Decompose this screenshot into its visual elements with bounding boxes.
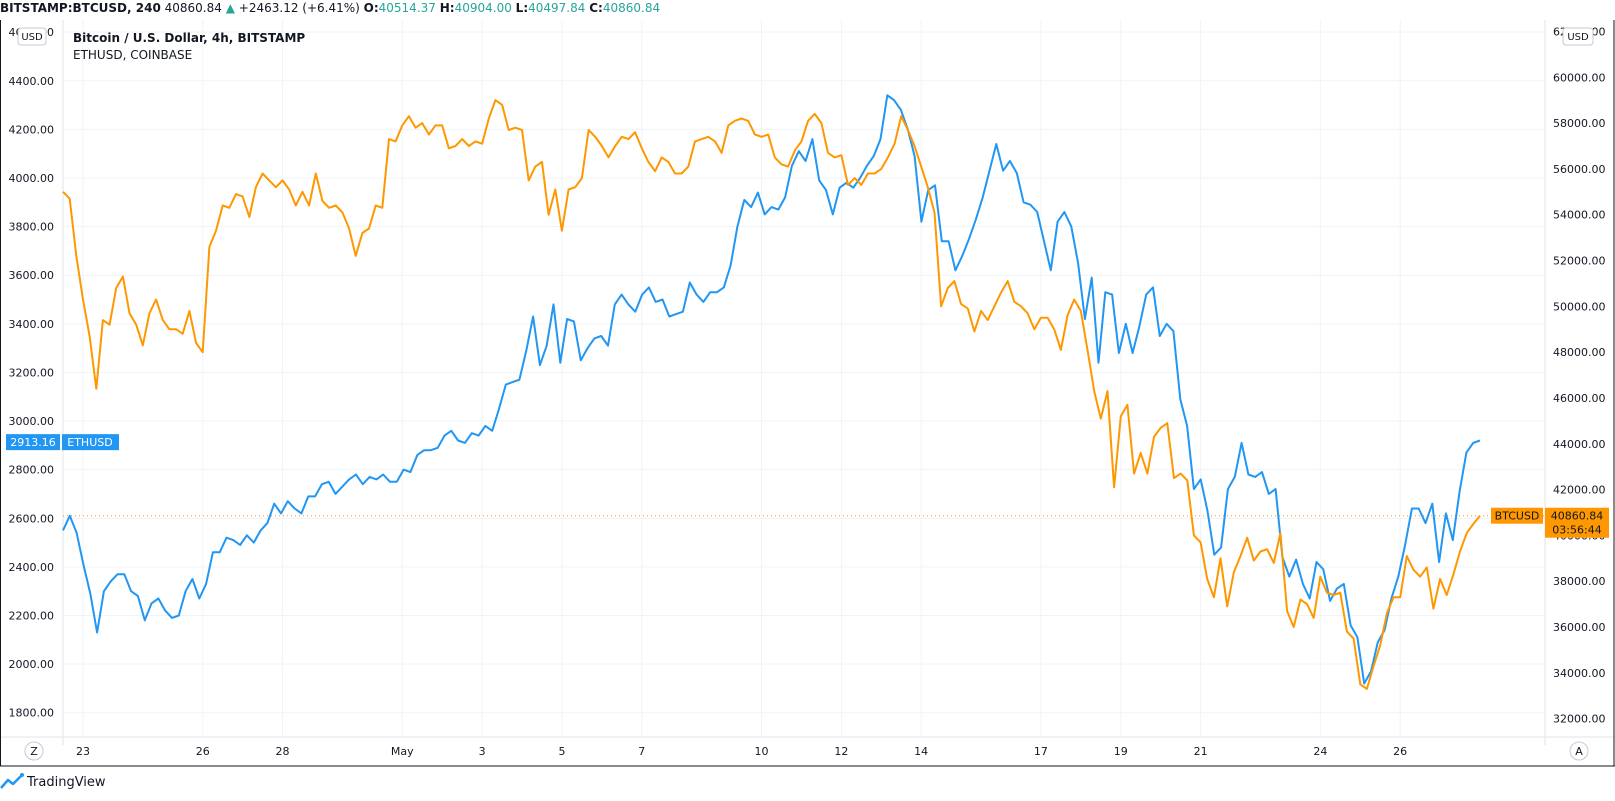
y-right-tick-label: 58000.00 — [1553, 117, 1606, 130]
eth-badge-label: ETHUSD — [67, 436, 112, 449]
y-right-tick-label: 42000.00 — [1553, 484, 1606, 497]
y-right-tick-label: 32000.00 — [1553, 713, 1606, 726]
y-left-tick-label: 2200.00 — [9, 609, 55, 622]
y-right-tick-label: 54000.00 — [1553, 209, 1606, 222]
x-tick-label: 21 — [1194, 745, 1208, 758]
ohlc-header: BITSTAMP:BTCUSD, 240 40860.84 ▲ +2463.12… — [0, 0, 1615, 18]
y-left-tick-label: 3400.00 — [9, 318, 55, 331]
y-left-tick-label: 4400.00 — [9, 75, 55, 88]
x-tick-label: 23 — [76, 745, 90, 758]
y-left-tick-label: 2600.00 — [9, 512, 55, 525]
footer-brand[interactable]: TradingView — [0, 768, 200, 796]
close-label: C: — [589, 1, 603, 15]
x-tick-label: 19 — [1114, 745, 1128, 758]
y-left-tick-label: 2800.00 — [9, 464, 55, 477]
y-left-tick-label: 3600.00 — [9, 269, 55, 282]
y-left-tick-label: 1800.00 — [9, 707, 55, 720]
x-tick-label: 5 — [558, 745, 565, 758]
y-left-tick-label: 3200.00 — [9, 366, 55, 379]
symbol-label[interactable]: BITSTAMP:BTCUSD, 240 — [0, 1, 161, 15]
y-left-tick-label: 2400.00 — [9, 561, 55, 574]
open-value: 40514.37 — [379, 1, 436, 15]
y-right-tick-label: 34000.00 — [1553, 667, 1606, 680]
x-tick-label: 12 — [834, 745, 848, 758]
right-currency-label: USD — [1567, 32, 1589, 43]
brand-name: TradingView — [27, 775, 106, 790]
x-tick-label: 10 — [755, 745, 769, 758]
legend-main-series[interactable]: Bitcoin / U.S. Dollar, 4h, BITSTAMP — [73, 30, 305, 47]
low-value: 40497.84 — [528, 1, 585, 15]
y-left-tick-label: 4200.00 — [9, 123, 55, 136]
eth-badge-value: 2913.16 — [10, 436, 56, 449]
left-currency-label: USD — [21, 32, 43, 43]
x-tick-label: 17 — [1034, 745, 1048, 758]
price-change: +2463.12 (+6.41%) — [239, 1, 360, 15]
btc-badge-value: 40860.84 — [1551, 510, 1604, 523]
high-label: H: — [440, 1, 455, 15]
btc-badge-countdown: 03:56:44 — [1552, 524, 1601, 537]
x-tick-label: 7 — [638, 745, 645, 758]
tradingview-logo-icon — [0, 772, 26, 792]
y-left-tick-label: 4000.00 — [9, 172, 55, 185]
x-tick-label: 3 — [479, 745, 486, 758]
x-tick-label: 26 — [196, 745, 210, 758]
scale-button-right-label: A — [1575, 745, 1583, 758]
scale-button-left-label: Z — [30, 745, 38, 758]
y-right-tick-label: 50000.00 — [1553, 300, 1606, 313]
btc-badge-label: BTCUSD — [1495, 510, 1540, 523]
y-right-tick-label: 38000.00 — [1553, 575, 1606, 588]
y-right-tick-label: 44000.00 — [1553, 438, 1606, 451]
chart-legend: Bitcoin / U.S. Dollar, 4h, BITSTAMP ETHU… — [73, 30, 305, 64]
y-left-labels: 4600.004400.004200.004000.003800.003600.… — [9, 26, 55, 720]
change-up-icon: ▲ — [226, 1, 235, 15]
x-tick-label: 28 — [276, 745, 290, 758]
y-right-tick-label: 36000.00 — [1553, 621, 1606, 634]
x-tick-label: May — [391, 745, 414, 758]
high-value: 40904.00 — [455, 1, 512, 15]
x-tick-label: 26 — [1393, 745, 1407, 758]
y-left-tick-label: 2000.00 — [9, 658, 55, 671]
last-price: 40860.84 — [165, 1, 222, 15]
y-right-tick-label: 60000.00 — [1553, 71, 1606, 84]
y-left-tick-label: 3800.00 — [9, 221, 55, 234]
y-right-tick-label: 52000.00 — [1553, 255, 1606, 268]
low-label: L: — [516, 1, 528, 15]
close-value: 40860.84 — [603, 1, 660, 15]
x-tick-label: 14 — [914, 745, 928, 758]
open-label: O: — [364, 1, 379, 15]
legend-compare-series[interactable]: ETHUSD, COINBASE — [73, 47, 305, 64]
y-right-tick-label: 48000.00 — [1553, 346, 1606, 359]
y-left-tick-label: 3000.00 — [9, 415, 55, 428]
eth-price-badge: 2913.16 ETHUSD — [6, 434, 119, 450]
x-tick-label: 24 — [1313, 745, 1327, 758]
y-right-tick-label: 46000.00 — [1553, 392, 1606, 405]
y-right-tick-label: 56000.00 — [1553, 163, 1606, 176]
